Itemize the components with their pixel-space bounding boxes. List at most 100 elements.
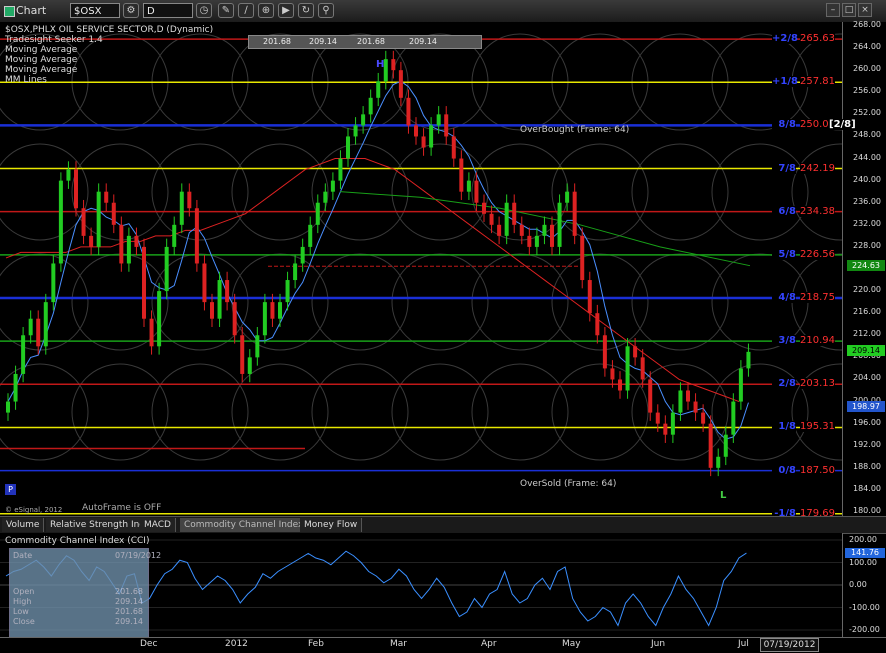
bg-circle [151, 253, 249, 351]
price-tick: 264.00 [853, 42, 881, 52]
link-icon[interactable]: ⚲ [318, 3, 334, 18]
candle-body [701, 412, 706, 424]
bg-circle [711, 143, 809, 241]
ohlc-open: 201.68 [263, 37, 291, 46]
price-tick: 220.00 [853, 285, 881, 295]
maximize-icon[interactable]: □ [842, 3, 856, 17]
candle-body [51, 263, 56, 303]
price-tick: 200.00 [853, 395, 881, 405]
candle-body [126, 235, 131, 264]
candle-body [587, 280, 592, 314]
cci-tick: 200.00 [849, 535, 877, 544]
mm-level-value: 234.38 [800, 205, 835, 217]
legend-line: Moving Average [5, 65, 78, 75]
time-cursor-date: 07/19/2012 [760, 638, 819, 652]
minimize-icon[interactable]: – [826, 3, 840, 17]
mm-level-value: 226.56 [800, 248, 835, 260]
candle-body [550, 224, 554, 247]
candle-body [527, 235, 532, 247]
cci-tick: 100.00 [849, 557, 877, 567]
candle-body [655, 412, 660, 424]
tab-volume[interactable]: Volume [2, 518, 45, 532]
symbol-input[interactable]: $OSX [70, 3, 120, 18]
bg-circle [231, 363, 329, 461]
tab-money-flow[interactable]: Money Flow [300, 518, 363, 532]
candle-body [58, 180, 63, 264]
dp-date-value: 07/19/2012 [115, 551, 162, 560]
mm-level-label: 0/8 [772, 464, 796, 476]
price-tick: 228.00 [853, 240, 881, 250]
draw-pencil-icon[interactable]: ✎ [218, 3, 234, 18]
bg-circle [151, 363, 249, 461]
candle-body [738, 368, 743, 402]
ohlc-strip: 201.68 209.14 201.68 209.14 [248, 35, 482, 49]
bg-circle [311, 363, 409, 461]
chart-window-title: Chart [2, 2, 46, 20]
cci-title: Commodity Channel Index (CCI) [5, 536, 150, 546]
candle-body [723, 434, 728, 457]
mm-level-value: 218.75 [800, 291, 835, 303]
bg-circle [631, 363, 729, 461]
candle-body [602, 335, 607, 369]
draw-line-icon[interactable]: ∕ [238, 3, 254, 18]
cci-tick: -100.00 [849, 602, 880, 612]
dp-close-label: Close [13, 617, 35, 626]
candle-body [406, 97, 411, 126]
price-axis[interactable]: 268.00 264.00 260.00 256.00 252.00 248.00 244.… [842, 20, 886, 516]
close-icon[interactable]: × [858, 3, 872, 17]
bg-circle [551, 253, 649, 351]
refresh-icon[interactable]: ↻ [298, 3, 314, 18]
zoom-icon[interactable]: ⊕ [258, 3, 274, 18]
candle-body [414, 125, 418, 137]
bg-circle [551, 143, 649, 241]
candle-body [610, 368, 615, 380]
candle-body [670, 412, 675, 435]
candle-body [482, 202, 486, 214]
bg-circle [791, 143, 842, 241]
cci-current-tag: 141.76 [845, 548, 885, 559]
candle-body [444, 114, 449, 137]
candle-body [210, 302, 214, 319]
time-label: Jul [738, 639, 749, 649]
ohlc-low: 201.68 [357, 37, 385, 46]
mm-level-value: 179.69 [800, 507, 835, 519]
price-tick: 256.00 [853, 86, 881, 96]
candle-body [466, 180, 471, 192]
price-chart[interactable] [0, 22, 842, 516]
interval-input[interactable]: D [143, 3, 193, 18]
price-tick: 252.00 [853, 108, 881, 118]
mm-level-label: +1/8 [772, 76, 798, 88]
data-window[interactable]: Date 07/19/2012 Open 201.68 High 209.14 … [9, 548, 161, 642]
symbol-settings-icon[interactable]: ⚙ [123, 3, 139, 18]
autoframe-label: AutoFrame is OFF [82, 503, 162, 513]
candle-body [504, 202, 509, 236]
price-tick: 188.00 [853, 461, 881, 471]
candle-body [278, 302, 282, 319]
dp-open-label: Open [13, 587, 35, 596]
mm-level-label: 4/8 [772, 291, 796, 303]
price-tick: 196.00 [853, 417, 881, 427]
high-marker: H [376, 59, 385, 70]
tab-macd[interactable]: MACD [140, 518, 176, 532]
price-tick: 260.00 [853, 64, 881, 74]
bg-circle [311, 143, 409, 241]
mm-level-value: 265.63 [800, 33, 835, 45]
interval-clock-icon[interactable]: ◷ [196, 3, 212, 18]
candle-body [746, 351, 751, 369]
ohlc-high: 209.14 [309, 37, 337, 46]
candle-body [330, 180, 335, 192]
bg-circle [231, 143, 329, 241]
candle-body [557, 202, 562, 247]
legend-line: Moving Average [5, 45, 78, 55]
bg-circle [151, 143, 249, 241]
candle-body [519, 224, 524, 236]
last-price-tag: 209.14 [847, 345, 885, 357]
p-badge[interactable]: P [5, 484, 16, 495]
candle-body [398, 70, 403, 98]
play-icon[interactable]: ▶ [278, 3, 294, 18]
time-axis[interactable] [0, 637, 886, 653]
chart-legend: $OSX,PHLX OIL SERVICE SECTOR,D (Dynamic)… [5, 25, 213, 85]
dp-low-value: 201.68 [115, 607, 143, 616]
mm-level-label: 6/8 [772, 205, 796, 217]
candle-body [262, 302, 267, 336]
